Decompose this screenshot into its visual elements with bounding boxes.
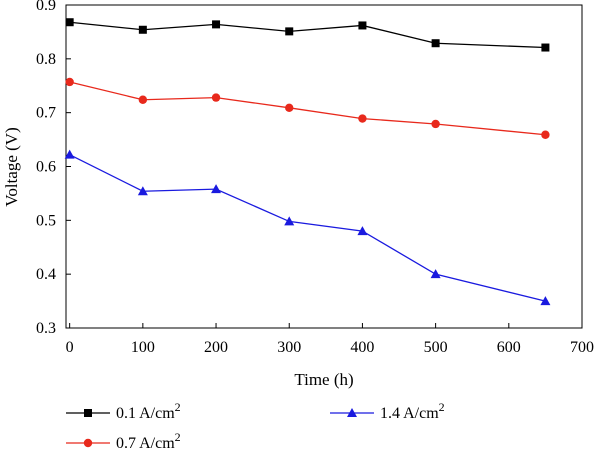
- legend-marker: [84, 409, 92, 417]
- y-axis: 0.3 0.4 0.5 0.6 0.7 0.8 0.9: [36, 0, 71, 337]
- data-point: [541, 43, 550, 52]
- data-point: [540, 296, 551, 306]
- data-point: [430, 269, 441, 279]
- legend-marker: [83, 438, 93, 448]
- series-line: [69, 154, 546, 302]
- legend-label-text: 0.7 A/cm: [116, 435, 175, 452]
- y-axis-title: Voltage (V): [2, 127, 21, 206]
- series-layer: [64, 18, 551, 306]
- legend-label-superscript: 2: [175, 430, 181, 444]
- data-point: [65, 18, 74, 27]
- x-tick-label: 300: [277, 339, 301, 356]
- x-tick-label: 700: [570, 339, 594, 356]
- y-tick-label: 0.7: [36, 105, 56, 122]
- data-point: [285, 27, 294, 36]
- series-2: [65, 77, 550, 139]
- legend-label-superscript: 2: [439, 400, 445, 414]
- legend-label: 0.7 A/cm2: [116, 430, 181, 452]
- series-1: [65, 18, 550, 52]
- legend-item-3: 1.4 A/cm2: [330, 400, 445, 422]
- data-point: [137, 186, 148, 196]
- y-tick-label: 0.3: [36, 320, 56, 337]
- data-point: [358, 114, 367, 123]
- data-point: [431, 39, 440, 48]
- x-tick-label: 0: [66, 339, 74, 356]
- data-point: [285, 103, 294, 113]
- data-point: [138, 95, 148, 104]
- legend-label-text: 1.4 A/cm: [380, 405, 439, 422]
- data-point: [138, 25, 147, 34]
- plot-frame: [65, 4, 583, 329]
- data-point: [357, 226, 368, 236]
- x-tick-label: 400: [350, 339, 374, 356]
- legend-item-2: 0.7 A/cm2: [66, 430, 181, 452]
- x-tick-label: 100: [131, 339, 155, 356]
- y-tick-label: 0.9: [36, 0, 56, 14]
- data-point: [65, 77, 74, 87]
- x-axis-title: Time (h): [294, 370, 353, 389]
- data-point: [64, 149, 75, 159]
- x-axis: 0 100 200 300 400 500 600 700: [66, 323, 594, 356]
- legend-label-text: 0.1 A/cm: [116, 405, 175, 422]
- legend-label: 1.4 A/cm2: [380, 400, 445, 422]
- x-tick-label: 600: [497, 339, 521, 356]
- legend-marker: [347, 408, 357, 417]
- series-3: [64, 149, 551, 306]
- x-tick-label: 200: [204, 339, 228, 356]
- legend-item-1: 0.1 A/cm2: [66, 400, 181, 422]
- data-point: [212, 20, 221, 29]
- data-point: [211, 93, 221, 102]
- data-point: [358, 21, 367, 30]
- data-point: [541, 130, 550, 139]
- data-point: [211, 184, 222, 194]
- y-tick-label: 0.4: [36, 266, 56, 283]
- data-point: [284, 216, 295, 226]
- legend-label-superscript: 2: [175, 400, 181, 414]
- data-point: [431, 119, 440, 129]
- y-tick-label: 0.8: [36, 51, 56, 68]
- y-tick-label: 0.5: [36, 212, 56, 229]
- legend-label: 0.1 A/cm2: [116, 400, 181, 422]
- series-line: [69, 81, 546, 136]
- x-tick-label: 500: [424, 339, 448, 356]
- y-tick-label: 0.6: [36, 159, 56, 176]
